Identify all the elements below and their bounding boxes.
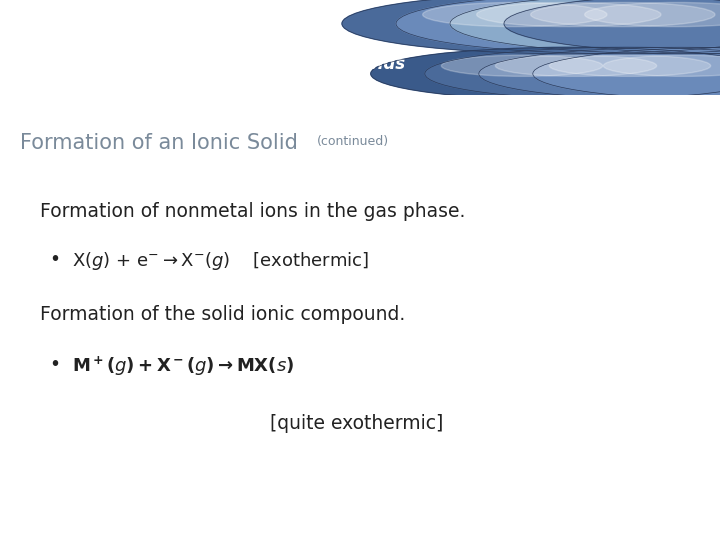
Text: [quite exothermic]: [quite exothermic] bbox=[270, 414, 444, 433]
Circle shape bbox=[585, 3, 720, 26]
Circle shape bbox=[441, 55, 603, 76]
Text: Formation of nonmetal ions in the gas phase.: Formation of nonmetal ions in the gas ph… bbox=[40, 202, 465, 221]
Circle shape bbox=[603, 55, 720, 76]
Circle shape bbox=[479, 47, 720, 100]
Text: Formation of the solid ionic compound.: Formation of the solid ionic compound. bbox=[40, 305, 405, 323]
Text: Energy Effects in Binary Ionic Compounds: Energy Effects in Binary Ionic Compounds bbox=[13, 55, 405, 73]
Circle shape bbox=[423, 3, 607, 26]
Circle shape bbox=[396, 0, 720, 54]
Circle shape bbox=[450, 0, 720, 54]
Circle shape bbox=[477, 3, 661, 26]
Circle shape bbox=[495, 55, 657, 76]
Circle shape bbox=[371, 47, 720, 100]
Circle shape bbox=[531, 3, 715, 26]
Text: X($g$) + e$^{-}$$\rightarrow$X$^{-}$($g$)    [exothermic]: X($g$) + e$^{-}$$\rightarrow$X$^{-}$($g$… bbox=[72, 250, 369, 272]
Circle shape bbox=[549, 55, 711, 76]
Circle shape bbox=[533, 47, 720, 100]
Text: $\mathbf{M^+(}$$g$$\mathbf{) + X^-(}$$g$$\mathbf{) \rightarrow MX(}$$s$$\mathbf{: $\mathbf{M^+(}$$g$$\mathbf{) + X^-(}$$g$… bbox=[72, 355, 294, 378]
Text: •: • bbox=[49, 355, 60, 374]
Text: •: • bbox=[49, 250, 60, 269]
Circle shape bbox=[425, 47, 720, 100]
Text: Formation of an Ionic Solid: Formation of an Ionic Solid bbox=[20, 132, 298, 152]
Text: (continued): (continued) bbox=[317, 134, 389, 148]
Text: Section 8.5: Section 8.5 bbox=[13, 16, 118, 34]
Circle shape bbox=[504, 0, 720, 54]
Circle shape bbox=[342, 0, 720, 54]
